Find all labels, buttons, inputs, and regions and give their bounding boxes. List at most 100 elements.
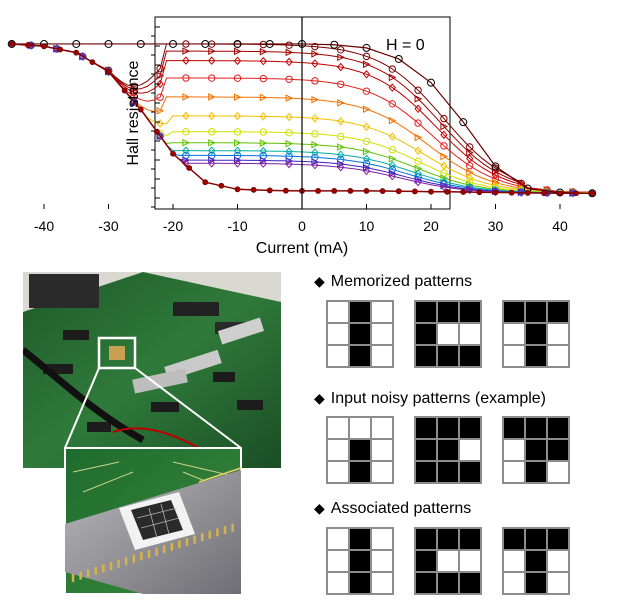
data-point: [337, 80, 345, 88]
data-point: [363, 60, 371, 69]
data-point: [363, 105, 371, 114]
circuit-board: [23, 272, 281, 468]
pattern-cell-on: [548, 418, 568, 438]
pattern-cell-on: [438, 418, 458, 438]
pattern-cell-on: [438, 529, 458, 549]
lower-branch-point: [411, 188, 418, 195]
data-point: [208, 156, 216, 164]
upper-branch-point: [169, 39, 177, 48]
data-point: [440, 130, 448, 140]
pattern-cell-off: [328, 324, 348, 344]
pattern-cell-off: [372, 346, 392, 366]
upper-branch-point: [394, 54, 403, 63]
data-point: [182, 156, 191, 164]
data-point: [208, 128, 216, 136]
data-point: [285, 128, 293, 137]
data-point: [388, 146, 396, 154]
pattern-cell-on: [438, 346, 458, 366]
data-point: [233, 146, 242, 156]
lower-branch-point: [170, 150, 176, 157]
pattern-grid: [414, 527, 482, 595]
data-point: [285, 94, 294, 102]
lower-branch-point: [589, 190, 596, 197]
lower-branch-point: [315, 187, 322, 194]
data-point: [388, 161, 396, 170]
data-point: [208, 56, 216, 65]
lower-branch-point: [460, 189, 467, 195]
data-point: [362, 69, 371, 79]
lower-branch-point: [444, 188, 451, 195]
data-point: [311, 95, 320, 104]
data-point: [285, 112, 293, 122]
upper-branch-point: [104, 39, 113, 48]
pattern-cell-off: [328, 440, 348, 460]
pattern-cell-on: [438, 440, 458, 460]
pattern-cell-off: [548, 462, 568, 482]
data-point: [414, 133, 423, 142]
pattern-cell-on: [416, 529, 436, 549]
data-point: [233, 159, 242, 168]
pattern-grid: [414, 300, 482, 368]
upper-branch-point: [330, 40, 339, 49]
data-point: [182, 138, 191, 147]
data-point: [388, 155, 397, 163]
pattern-cell-off: [372, 462, 392, 482]
lower-branch-point: [73, 49, 80, 56]
data-point: [311, 77, 319, 85]
data-point: [388, 65, 396, 73]
pattern-grid: [326, 416, 394, 484]
data-point: [362, 87, 371, 95]
data-point: [311, 50, 320, 58]
data-point: [234, 139, 242, 147]
data-point: [440, 174, 449, 182]
data-point: [156, 65, 164, 73]
data-point: [259, 56, 267, 66]
pattern-cell-off: [548, 551, 568, 571]
pattern-cell-on: [460, 462, 480, 482]
data-point: [285, 41, 293, 49]
data-point: [337, 53, 345, 62]
data-point: [363, 147, 371, 156]
hall-resistance-chart: H = 0 Current (mA) Hall resistance -40 -3…: [7, 16, 597, 257]
pattern-grid: [326, 527, 394, 595]
data-point: [259, 156, 268, 165]
data-point: [440, 177, 448, 186]
data-point: [311, 130, 319, 138]
pattern-cell-off: [504, 551, 524, 571]
lower-branch-point: [508, 189, 515, 196]
lower-branch-point: [218, 182, 225, 189]
lower-branch-point: [153, 128, 160, 135]
data-point: [440, 161, 448, 171]
pattern-cell-off: [328, 302, 348, 322]
data-point: [285, 147, 293, 156]
data-point: [234, 156, 242, 165]
data-point: [337, 162, 345, 172]
data-point: [337, 116, 345, 126]
pattern-cell-off: [372, 440, 392, 460]
data-point: [233, 128, 242, 136]
data-point: [466, 185, 474, 195]
data-point: [233, 111, 242, 121]
pattern-cell-on: [548, 440, 568, 460]
data-point: [285, 75, 293, 83]
pattern-cell-off: [504, 324, 524, 344]
pattern-cell-off: [438, 324, 458, 344]
data-point: [285, 57, 293, 67]
upper-branch-point: [136, 39, 145, 48]
pattern-cell-off: [548, 573, 568, 593]
data-point: [311, 114, 319, 123]
pattern-cell-on: [416, 418, 436, 438]
data-point: [337, 99, 345, 107]
data-point: [259, 146, 267, 156]
data-point: [337, 160, 345, 168]
data-point: [337, 150, 345, 159]
upper-branch-point: [491, 162, 500, 171]
data-point: [337, 62, 345, 72]
lower-branch-point: [266, 187, 273, 194]
data-point: [311, 140, 320, 149]
pattern-grid: [502, 527, 570, 595]
pattern-cell-on: [526, 440, 546, 460]
data-point: [182, 146, 190, 155]
pattern-cell-off: [504, 462, 524, 482]
data-point: [156, 71, 165, 80]
